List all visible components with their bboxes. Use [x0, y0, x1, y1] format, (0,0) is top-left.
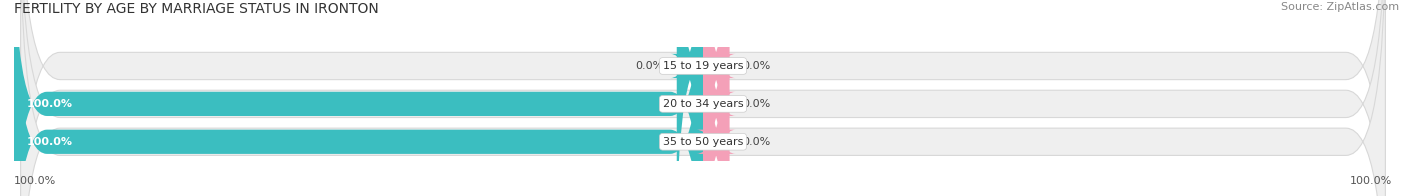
Text: FERTILITY BY AGE BY MARRIAGE STATUS IN IRONTON: FERTILITY BY AGE BY MARRIAGE STATUS IN I…: [14, 2, 378, 16]
FancyBboxPatch shape: [14, 0, 703, 196]
FancyBboxPatch shape: [696, 0, 735, 196]
FancyBboxPatch shape: [21, 0, 1385, 196]
FancyBboxPatch shape: [21, 0, 1385, 196]
Text: Source: ZipAtlas.com: Source: ZipAtlas.com: [1281, 2, 1399, 12]
FancyBboxPatch shape: [21, 0, 1385, 196]
FancyBboxPatch shape: [696, 0, 735, 196]
Text: 0.0%: 0.0%: [636, 61, 664, 71]
FancyBboxPatch shape: [671, 0, 710, 196]
Text: 100.0%: 100.0%: [27, 99, 73, 109]
Text: 0.0%: 0.0%: [742, 137, 770, 147]
Text: 35 to 50 years: 35 to 50 years: [662, 137, 744, 147]
FancyBboxPatch shape: [14, 0, 703, 196]
Text: 100.0%: 100.0%: [27, 137, 73, 147]
FancyBboxPatch shape: [696, 0, 735, 196]
Text: 100.0%: 100.0%: [14, 176, 56, 186]
Text: 20 to 34 years: 20 to 34 years: [662, 99, 744, 109]
Text: 100.0%: 100.0%: [1350, 176, 1392, 186]
Text: 0.0%: 0.0%: [742, 61, 770, 71]
Text: 0.0%: 0.0%: [742, 99, 770, 109]
Text: 15 to 19 years: 15 to 19 years: [662, 61, 744, 71]
